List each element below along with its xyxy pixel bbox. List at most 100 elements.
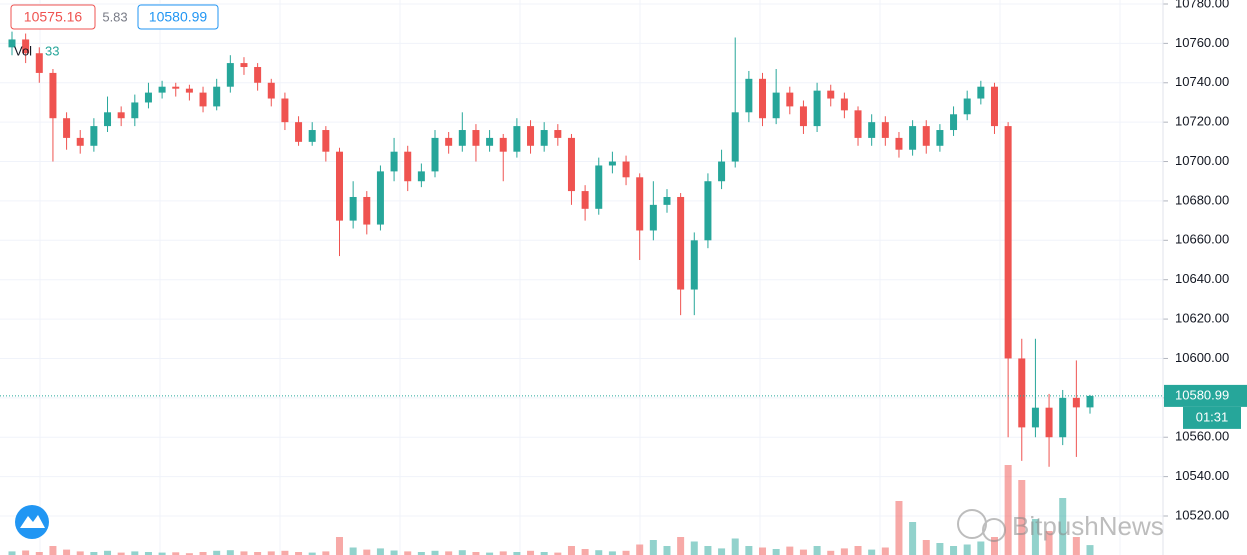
prev-close-box xyxy=(10,4,96,30)
countdown-text: 01:31 xyxy=(1196,409,1229,424)
volume-bar xyxy=(322,551,330,555)
candle-body xyxy=(1086,395,1094,408)
volume-bar xyxy=(49,546,57,555)
price-axis: 10520.0010540.0010560.0010580.0010600.00… xyxy=(1162,0,1247,555)
y-tick-label: 10680.00 xyxy=(1175,192,1229,207)
candle-body xyxy=(322,130,330,152)
volume-bar xyxy=(254,552,262,555)
candle-body xyxy=(868,122,876,138)
volume-bar xyxy=(840,548,848,555)
candle-body xyxy=(1004,126,1012,359)
candle-body xyxy=(704,181,712,241)
volume-bar xyxy=(868,549,876,555)
candle-body xyxy=(158,86,166,93)
volume-bar xyxy=(1045,531,1053,555)
volume-bar xyxy=(63,549,71,555)
volume-bar xyxy=(431,550,439,555)
candle-body xyxy=(1072,397,1080,408)
candle-body xyxy=(472,130,480,146)
volume-bar xyxy=(390,550,398,555)
last-price: 10580.99 xyxy=(149,9,208,25)
candle-body xyxy=(567,137,575,192)
volume-bar xyxy=(363,549,371,555)
candle-body xyxy=(936,130,944,146)
volume-bar xyxy=(881,547,889,555)
volume-value: 33 xyxy=(45,43,59,58)
candle-layer xyxy=(0,31,1163,467)
volume-bar xyxy=(486,552,494,555)
volume-bar xyxy=(895,501,903,555)
volume-bar xyxy=(281,550,289,555)
volume-bar xyxy=(172,552,180,555)
y-tick-label: 10740.00 xyxy=(1175,74,1229,89)
last-price-box xyxy=(137,4,219,30)
candle-body xyxy=(786,92,794,107)
candle-body xyxy=(240,63,248,68)
watermark-icon xyxy=(957,509,987,539)
volume-bar xyxy=(199,552,207,555)
candle-body xyxy=(663,196,671,205)
volume-bar xyxy=(977,541,985,555)
candle-body xyxy=(990,86,998,127)
volume-bar xyxy=(704,546,712,555)
prev-close: 10575.16 xyxy=(24,9,83,25)
candle-body xyxy=(254,67,262,83)
volume-layer xyxy=(8,465,1094,555)
volume-bar xyxy=(513,552,521,555)
candle-body xyxy=(199,92,207,107)
candle-body xyxy=(840,98,848,111)
candle-body xyxy=(513,126,521,152)
y-tick-label: 10540.00 xyxy=(1175,468,1229,483)
candle-body xyxy=(104,112,112,127)
volume-bar xyxy=(554,552,562,555)
volume-bar xyxy=(690,541,698,555)
logo-mark xyxy=(20,515,45,528)
candle-body xyxy=(376,171,384,225)
volume-bar xyxy=(131,551,139,555)
candle-body xyxy=(636,177,644,231)
candle-body xyxy=(595,165,603,209)
candle-body xyxy=(22,39,30,54)
volume-bar xyxy=(376,548,384,555)
volume-bar xyxy=(636,544,644,555)
y-tick-label: 10660.00 xyxy=(1175,232,1229,247)
candle-body xyxy=(131,102,139,119)
candle-body xyxy=(1018,358,1026,428)
volume-bar xyxy=(608,551,616,555)
candle-body xyxy=(213,86,221,107)
volume-bar xyxy=(772,549,780,555)
y-tick-label: 10520.00 xyxy=(1175,507,1229,522)
candle-body xyxy=(1045,407,1053,438)
volume-bar xyxy=(677,537,685,555)
candle-body xyxy=(499,137,507,152)
volume-bar xyxy=(308,552,316,555)
candle-body xyxy=(881,122,889,138)
candle-body xyxy=(226,63,234,87)
candle-body xyxy=(90,126,98,146)
volume-bar xyxy=(622,550,630,555)
candle-body xyxy=(308,130,316,142)
candle-body xyxy=(799,106,807,127)
y-tick-label: 10600.00 xyxy=(1175,350,1229,365)
volume-bar xyxy=(990,537,998,555)
y-tick-label: 10780.00 xyxy=(1175,0,1229,10)
volume-bar xyxy=(117,552,125,555)
candle-body xyxy=(349,196,357,221)
volume-bar xyxy=(799,549,807,555)
candle-body xyxy=(854,110,862,138)
candle-body xyxy=(772,92,780,119)
candle-body xyxy=(895,137,903,150)
volume-bar xyxy=(8,551,16,555)
volume-bar xyxy=(595,550,603,555)
candle-body xyxy=(922,126,930,146)
volume-bar xyxy=(786,546,794,555)
candle-body xyxy=(1059,397,1067,438)
volume-bar xyxy=(936,543,944,555)
volume-label: Vol xyxy=(14,43,32,58)
volume-bar xyxy=(813,546,821,555)
volume-bar xyxy=(349,547,357,555)
candle-body xyxy=(731,112,739,162)
volume-bar xyxy=(295,552,303,555)
volume-bar xyxy=(35,552,43,555)
